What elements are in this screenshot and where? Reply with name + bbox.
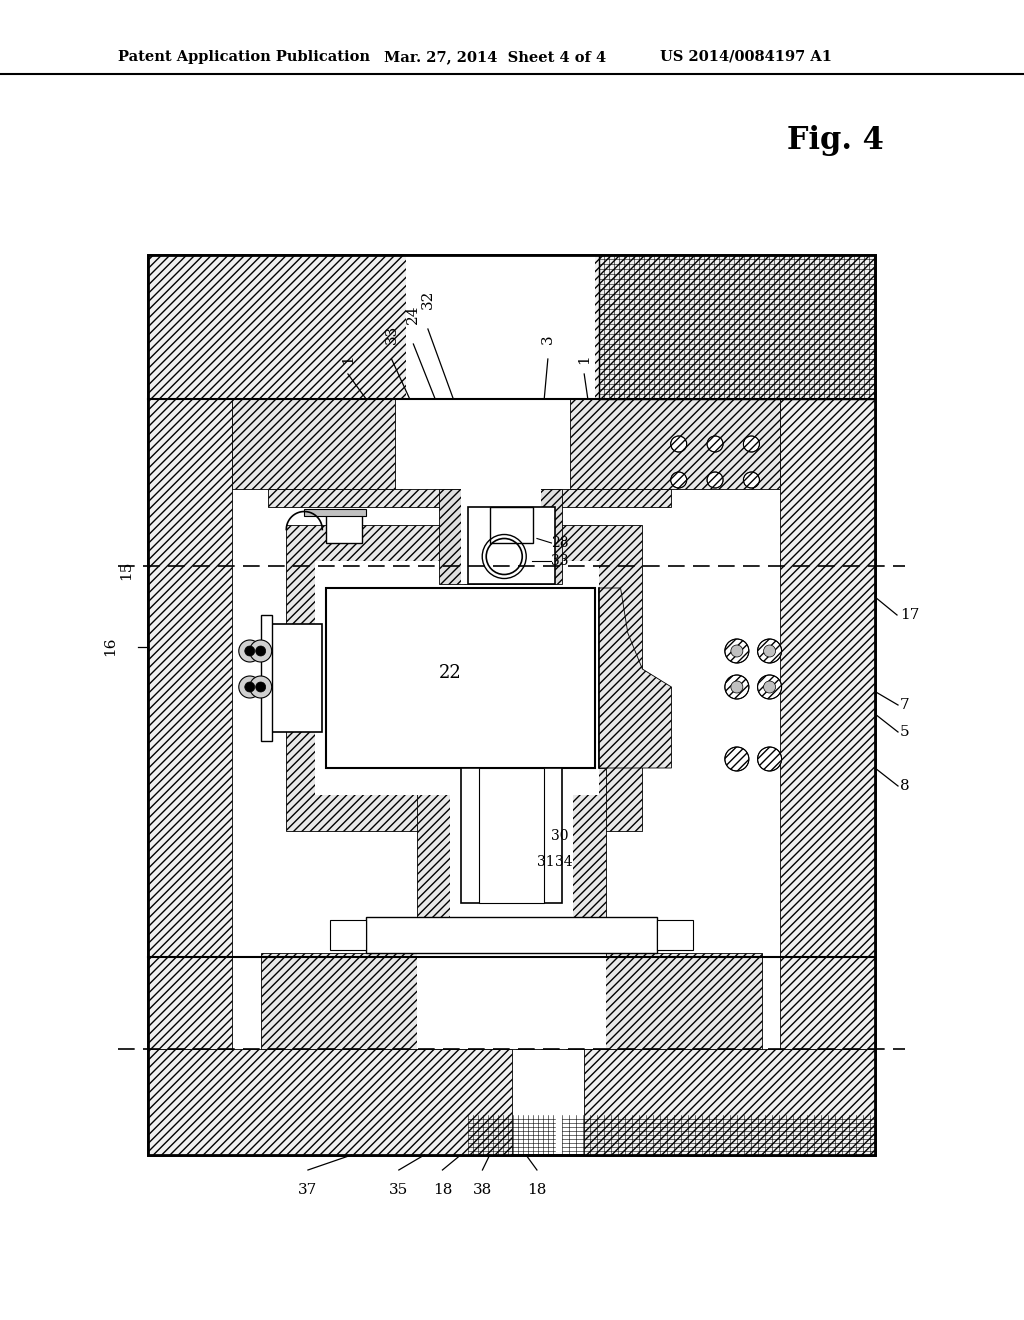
Circle shape	[743, 436, 760, 451]
Bar	[569, 399, 780, 488]
Bar	[417, 768, 606, 957]
Text: 33: 33	[385, 325, 398, 345]
Circle shape	[725, 639, 749, 663]
Bar	[268, 624, 323, 733]
Text: 30: 30	[552, 829, 569, 842]
Circle shape	[256, 682, 265, 692]
Text: 1: 1	[341, 354, 355, 364]
Bar	[367, 916, 657, 953]
Text: 18: 18	[527, 1183, 547, 1197]
Circle shape	[725, 747, 749, 771]
Circle shape	[239, 640, 261, 663]
Polygon shape	[599, 587, 672, 768]
Bar	[148, 255, 874, 1155]
Bar	[468, 507, 555, 583]
Text: 1: 1	[578, 354, 591, 364]
Text: 15: 15	[119, 560, 133, 579]
Text: 28: 28	[552, 536, 569, 550]
Bar	[261, 615, 271, 741]
Bar	[231, 399, 395, 488]
Text: 31: 31	[537, 855, 555, 870]
Text: 37: 37	[298, 1183, 317, 1197]
Text: Mar. 27, 2014  Sheet 4 of 4: Mar. 27, 2014 Sheet 4 of 4	[384, 50, 606, 63]
Circle shape	[707, 436, 723, 451]
Text: 33: 33	[552, 554, 569, 568]
Bar	[315, 561, 599, 795]
Bar	[330, 920, 367, 949]
Text: 5: 5	[900, 725, 909, 739]
Text: 16: 16	[103, 636, 117, 656]
Bar	[286, 525, 642, 832]
Bar	[461, 768, 562, 903]
Circle shape	[743, 473, 760, 488]
Circle shape	[245, 645, 255, 656]
Circle shape	[764, 645, 775, 657]
Circle shape	[671, 436, 687, 451]
Circle shape	[486, 539, 522, 574]
Bar	[657, 920, 693, 949]
Text: 3: 3	[541, 334, 555, 345]
Bar	[599, 255, 874, 399]
Text: US 2014/0084197 A1: US 2014/0084197 A1	[660, 50, 833, 63]
Circle shape	[239, 676, 261, 698]
Bar	[304, 508, 367, 516]
Bar	[538, 255, 874, 399]
Bar	[585, 1049, 874, 1155]
Bar	[450, 768, 573, 931]
Circle shape	[764, 681, 775, 693]
Text: Fig. 4: Fig. 4	[786, 124, 884, 156]
Circle shape	[256, 645, 265, 656]
Circle shape	[707, 473, 723, 488]
Text: 38: 38	[473, 1183, 493, 1197]
Bar	[148, 1049, 512, 1155]
Circle shape	[731, 681, 742, 693]
Text: 7: 7	[900, 698, 909, 711]
Bar	[326, 587, 595, 768]
Bar	[479, 768, 544, 903]
Bar	[261, 953, 762, 1049]
Bar	[780, 399, 874, 1049]
Circle shape	[731, 645, 742, 657]
Circle shape	[250, 676, 271, 698]
Text: 17: 17	[900, 609, 920, 622]
Text: 32: 32	[421, 289, 435, 309]
Circle shape	[245, 682, 255, 692]
Text: 8: 8	[900, 779, 909, 793]
Bar	[148, 255, 874, 1155]
Circle shape	[758, 747, 781, 771]
Bar	[268, 488, 672, 507]
Bar	[148, 255, 538, 399]
Bar	[489, 507, 534, 543]
Bar	[407, 255, 595, 399]
Bar	[461, 488, 541, 583]
Text: Patent Application Publication: Patent Application Publication	[118, 50, 370, 63]
Circle shape	[725, 675, 749, 700]
Circle shape	[250, 640, 271, 663]
Text: 24: 24	[407, 305, 421, 323]
Text: 35: 35	[389, 1183, 409, 1197]
Text: 34: 34	[555, 855, 572, 870]
Text: 22: 22	[438, 664, 461, 682]
Bar	[326, 511, 362, 543]
Bar	[148, 399, 231, 1049]
Bar	[417, 953, 606, 1049]
Circle shape	[671, 473, 687, 488]
Circle shape	[758, 675, 781, 700]
Bar	[439, 488, 562, 583]
Text: 18: 18	[433, 1183, 453, 1197]
Circle shape	[758, 639, 781, 663]
